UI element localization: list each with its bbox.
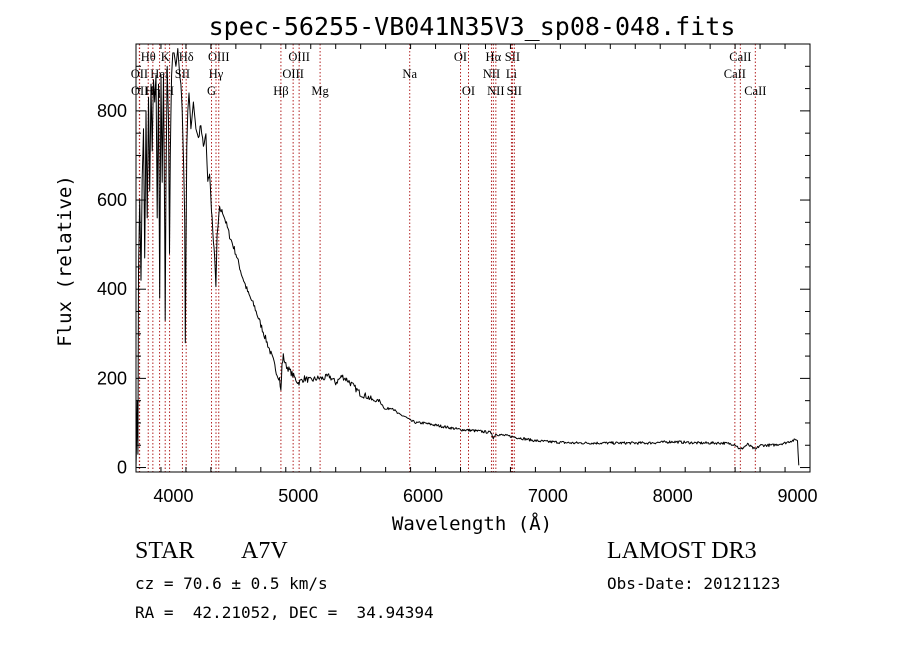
line-label-24: SII	[507, 84, 522, 98]
line-label-19: Hα	[486, 50, 502, 64]
x-tick-label: 7000	[528, 486, 568, 506]
line-label-2: OII	[131, 84, 148, 98]
y-tick-label: 800	[97, 101, 127, 121]
x-tick-label: 8000	[653, 486, 693, 506]
line-label-27: CaII	[744, 84, 766, 98]
line-label-22: Li	[506, 67, 518, 81]
line-label-4: HeI	[150, 67, 169, 81]
y-axis: 0 200 400 600 800	[97, 65, 810, 478]
survey-name: LAMOST DR3	[607, 538, 757, 564]
x-axis: 4000 5000 6000 7000 8000 9000	[135, 44, 818, 506]
coordinates: RA = 42.21052, DEC = 34.94394	[135, 603, 434, 622]
x-axis-label: Wavelength (Å)	[392, 512, 552, 535]
y-tick-label: 600	[97, 190, 127, 210]
spectrum-trace	[135, 48, 800, 468]
line-label-20: SII	[505, 50, 520, 64]
line-label-9: OIII	[208, 50, 230, 64]
line-label-23: NII	[487, 84, 504, 98]
line-label-10: Hγ	[209, 67, 224, 81]
x-tick-label: 4000	[153, 486, 193, 506]
spectral-subclass: A7V	[241, 538, 288, 564]
spectrum-line	[135, 48, 800, 468]
line-label-17: OI	[454, 50, 467, 64]
plot-frame	[135, 43, 811, 473]
line-label-12: OIII	[288, 50, 310, 64]
y-tick-label: 200	[97, 368, 127, 388]
line-label-11: G	[207, 84, 216, 98]
x-tick-label: 6000	[403, 486, 443, 506]
line-label-0: Hθ	[141, 50, 156, 64]
line-label-15: Mg	[311, 84, 329, 98]
y-tick-label: 0	[117, 458, 127, 478]
line-label-6: H	[165, 84, 174, 98]
line-label-21: NII	[483, 67, 500, 81]
redshift-value: cz = 70.6 ± 0.5 km/s	[135, 574, 328, 593]
line-label-25: CaII	[729, 50, 751, 64]
y-tick-label: 400	[97, 279, 127, 299]
line-label-14: Hβ	[273, 84, 288, 98]
line-label-7: Hδ	[179, 50, 194, 64]
line-label-13: OIII	[282, 67, 304, 81]
line-label-18: OI	[462, 84, 475, 98]
line-label-26: CaII	[724, 67, 746, 81]
object-class: STAR	[135, 538, 195, 564]
x-tick-label: 9000	[777, 486, 817, 506]
line-label-3: K	[161, 50, 170, 64]
y-axis-label: Flux (relative)	[54, 175, 76, 347]
line-label-8: SII	[175, 67, 190, 81]
observation-date: Obs-Date: 20121123	[607, 574, 781, 593]
line-label-1: OII	[131, 67, 148, 81]
line-label-16: Na	[402, 67, 417, 81]
x-tick-label: 5000	[278, 486, 318, 506]
chart-title: spec-56255-VB041N35V3_sp08-048.fits	[209, 12, 736, 41]
